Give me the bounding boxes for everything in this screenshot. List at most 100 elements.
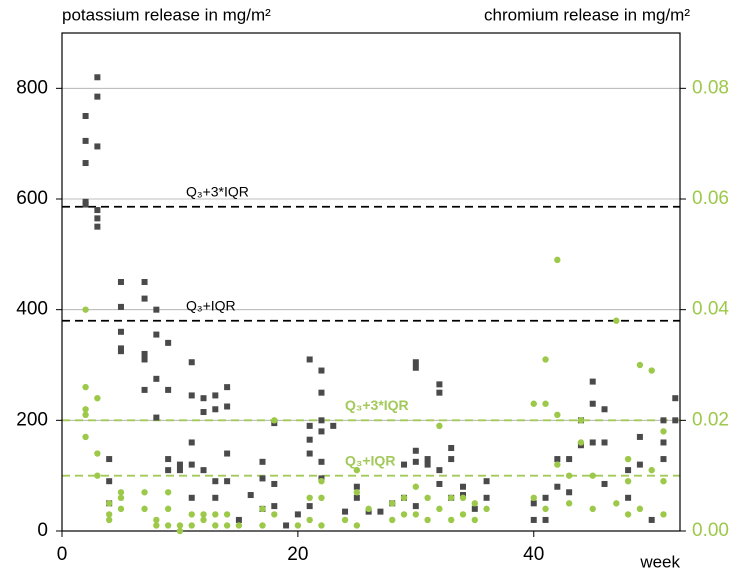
point bbox=[294, 511, 301, 518]
point bbox=[271, 511, 278, 518]
point bbox=[318, 389, 325, 396]
point bbox=[589, 378, 596, 385]
point bbox=[565, 472, 573, 479]
point bbox=[401, 461, 408, 468]
point bbox=[448, 456, 455, 463]
point bbox=[660, 439, 667, 446]
point bbox=[306, 436, 313, 443]
point bbox=[82, 411, 89, 418]
point bbox=[447, 494, 455, 501]
point bbox=[82, 306, 89, 313]
reference-label: Q₃+3*IQR bbox=[186, 183, 249, 199]
point bbox=[601, 439, 608, 446]
point bbox=[554, 483, 561, 490]
point bbox=[94, 74, 101, 81]
point bbox=[223, 511, 231, 518]
point bbox=[389, 500, 396, 507]
point bbox=[176, 522, 184, 529]
point bbox=[259, 505, 266, 513]
point bbox=[636, 433, 643, 440]
point bbox=[165, 456, 172, 463]
point bbox=[400, 511, 408, 518]
point bbox=[530, 516, 537, 523]
point bbox=[153, 414, 160, 421]
point bbox=[200, 516, 207, 524]
point bbox=[94, 450, 101, 457]
point bbox=[259, 475, 266, 482]
point bbox=[318, 478, 325, 485]
point bbox=[412, 364, 419, 371]
point bbox=[141, 279, 148, 285]
point bbox=[412, 503, 419, 510]
point bbox=[94, 472, 101, 479]
point bbox=[165, 339, 172, 346]
plot-frame bbox=[61, 32, 681, 532]
point bbox=[436, 467, 443, 474]
point bbox=[648, 466, 655, 474]
point bbox=[141, 295, 148, 302]
point bbox=[82, 137, 89, 144]
x-axis-label: week bbox=[639, 552, 680, 571]
point bbox=[176, 527, 184, 535]
point bbox=[542, 516, 549, 523]
point bbox=[188, 392, 195, 399]
point bbox=[223, 522, 231, 529]
point bbox=[106, 456, 113, 463]
y-tick-label: 600 bbox=[16, 188, 48, 209]
point bbox=[471, 516, 478, 524]
point bbox=[530, 500, 537, 507]
point bbox=[82, 433, 89, 441]
point bbox=[306, 494, 313, 501]
point bbox=[566, 456, 573, 463]
point bbox=[117, 303, 124, 310]
point bbox=[672, 395, 679, 402]
point bbox=[141, 350, 148, 357]
point bbox=[554, 461, 561, 468]
point bbox=[165, 386, 172, 393]
point bbox=[271, 480, 278, 487]
point bbox=[353, 466, 361, 474]
point bbox=[471, 505, 478, 512]
point bbox=[613, 317, 620, 324]
y-tick-label: 0 bbox=[37, 520, 48, 541]
point bbox=[400, 494, 408, 501]
point bbox=[601, 406, 608, 413]
point bbox=[94, 395, 101, 402]
point bbox=[624, 511, 632, 518]
point bbox=[542, 356, 549, 363]
point bbox=[224, 450, 231, 457]
point bbox=[412, 511, 420, 518]
point bbox=[554, 456, 561, 463]
point bbox=[365, 505, 372, 513]
point bbox=[448, 445, 455, 451]
y2-tick-label: 0.04 bbox=[692, 299, 729, 320]
point bbox=[235, 516, 242, 523]
point bbox=[153, 331, 160, 338]
point bbox=[188, 439, 195, 446]
point bbox=[200, 467, 207, 474]
point bbox=[660, 456, 667, 463]
point bbox=[117, 505, 125, 513]
point bbox=[636, 505, 644, 513]
point bbox=[566, 489, 573, 496]
point bbox=[436, 381, 443, 388]
point bbox=[235, 522, 243, 529]
point bbox=[636, 361, 644, 369]
point bbox=[636, 461, 643, 468]
point bbox=[188, 359, 195, 366]
point bbox=[200, 409, 207, 416]
point bbox=[353, 483, 360, 490]
point bbox=[224, 478, 231, 485]
point bbox=[212, 406, 219, 413]
point bbox=[105, 516, 113, 524]
y-tick-label: 800 bbox=[16, 77, 48, 98]
y2-tick-label: 0.00 bbox=[692, 520, 729, 541]
reference-label: Q₃+IQR bbox=[345, 452, 395, 468]
point bbox=[94, 215, 101, 222]
point bbox=[200, 511, 207, 518]
point bbox=[377, 508, 384, 515]
point bbox=[176, 467, 183, 474]
point bbox=[82, 201, 89, 208]
point bbox=[412, 483, 420, 490]
point bbox=[176, 461, 183, 468]
